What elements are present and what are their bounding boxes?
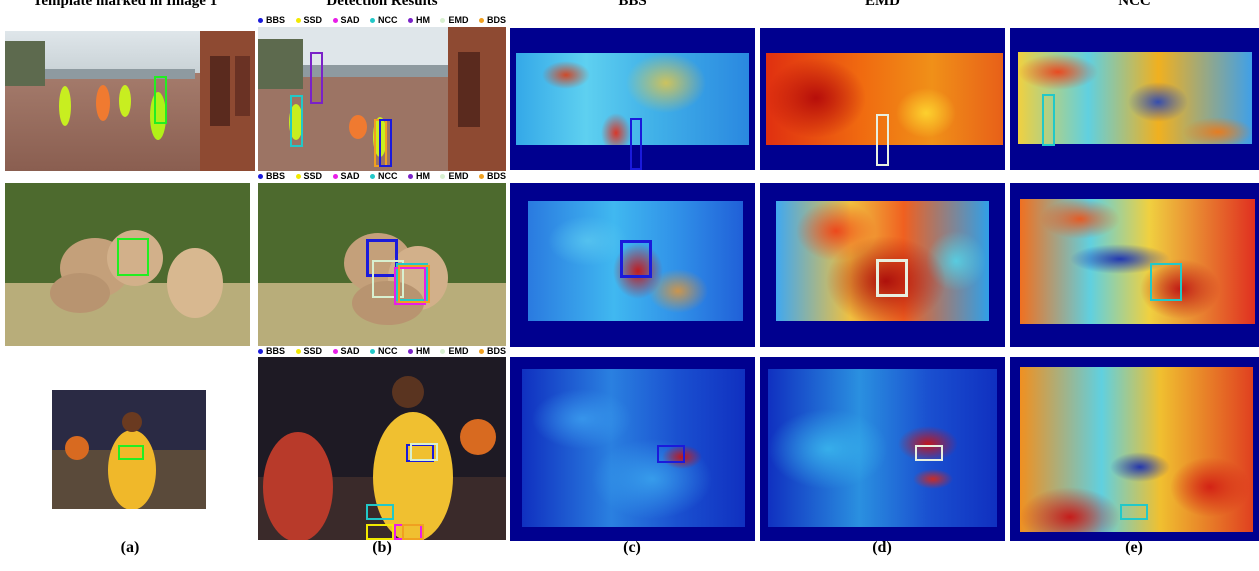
legend-item: EMD	[440, 346, 468, 357]
template-box	[154, 76, 167, 124]
legend-item: NCC	[370, 171, 398, 182]
template-image-lions	[5, 183, 250, 346]
caption-e: (e)	[1125, 539, 1143, 556]
detection-box-bbs	[379, 119, 392, 167]
emd-box	[915, 445, 943, 461]
bbs-box	[657, 445, 685, 463]
legend-item: SAD	[332, 171, 360, 182]
legend-item: BBS	[258, 171, 285, 182]
column-header-emd: EMD	[865, 0, 900, 9]
heatmap-bbs-dancers	[510, 28, 755, 170]
detection-box-ncc	[366, 504, 394, 520]
emd-box	[876, 259, 908, 297]
column-header-ncc: NCC	[1118, 0, 1151, 9]
legend-item: SAD	[332, 15, 360, 26]
detection-box-emd	[372, 260, 404, 298]
detection-box-ssd	[366, 524, 394, 540]
detection-box-bbs	[366, 239, 398, 277]
column-header-detection: Detection Results	[326, 0, 438, 9]
legend-item: SSD	[295, 171, 322, 182]
ncc-box	[1042, 94, 1055, 146]
heatmap-bbs-basketball	[510, 357, 755, 541]
ncc-box	[1150, 263, 1182, 301]
detection-box-hm	[310, 52, 323, 104]
caption-c: (c)	[623, 539, 641, 556]
legend-item: BDS	[478, 346, 506, 357]
legend-item: NCC	[370, 346, 398, 357]
detection-image-lions	[258, 183, 506, 346]
legend-item: HM	[407, 346, 430, 357]
legend-item: BDS	[478, 15, 506, 26]
legend-item: HM	[407, 15, 430, 26]
legend-item: HM	[407, 171, 430, 182]
detection-box-bds	[402, 524, 424, 540]
bbs-box	[630, 118, 642, 170]
legend-item: BDS	[478, 171, 506, 182]
legend-item: BBS	[258, 346, 285, 357]
legend-item: NCC	[370, 15, 398, 26]
column-header-template: Template marked in Image 1	[32, 0, 218, 9]
legend-item: SAD	[332, 346, 360, 357]
legend-item: EMD	[440, 171, 468, 182]
detection-box-sad	[394, 267, 426, 305]
caption-a: (a)	[120, 539, 140, 556]
heatmap-emd-basketball	[760, 357, 1005, 541]
legend-row-3: BBS SSD SAD NCC HM EMD BDS	[258, 346, 506, 357]
heatmap-bbs-lions	[510, 183, 755, 347]
legend-marker	[258, 18, 263, 23]
heatmap-ncc-basketball	[1010, 357, 1259, 541]
caption-d: (d)	[872, 539, 892, 556]
template-image-dancers	[5, 31, 255, 171]
legend-item: EMD	[440, 15, 468, 26]
detection-image-dancers	[258, 27, 506, 171]
legend-row-1: BBS SSD SAD NCC HM EMD BDS	[258, 15, 506, 26]
detection-box-ncc	[396, 263, 428, 301]
legend-item: BBS	[258, 15, 285, 26]
heatmap-ncc-dancers	[1010, 28, 1259, 170]
legend-item: SSD	[295, 346, 322, 357]
legend-item: SSD	[295, 15, 322, 26]
detection-box-ncc	[290, 95, 303, 147]
template-box	[118, 445, 144, 460]
column-header-bbs: BBS	[618, 0, 647, 9]
detection-box-bbs	[406, 444, 434, 462]
bbs-box	[620, 240, 652, 278]
detection-image-basketball	[258, 357, 506, 540]
ncc-box	[1120, 504, 1148, 520]
template-image-basketball	[52, 390, 206, 509]
heatmap-emd-lions	[760, 183, 1005, 347]
legend-row-2: BBS SSD SAD NCC HM EMD BDS	[258, 171, 506, 182]
heatmap-emd-dancers	[760, 28, 1005, 170]
detection-box-emd	[410, 443, 438, 461]
template-box	[117, 238, 149, 276]
caption-b: (b)	[372, 539, 392, 556]
heatmap-ncc-lions	[1010, 183, 1259, 347]
emd-box	[876, 114, 889, 166]
detection-box-bds	[398, 265, 430, 303]
